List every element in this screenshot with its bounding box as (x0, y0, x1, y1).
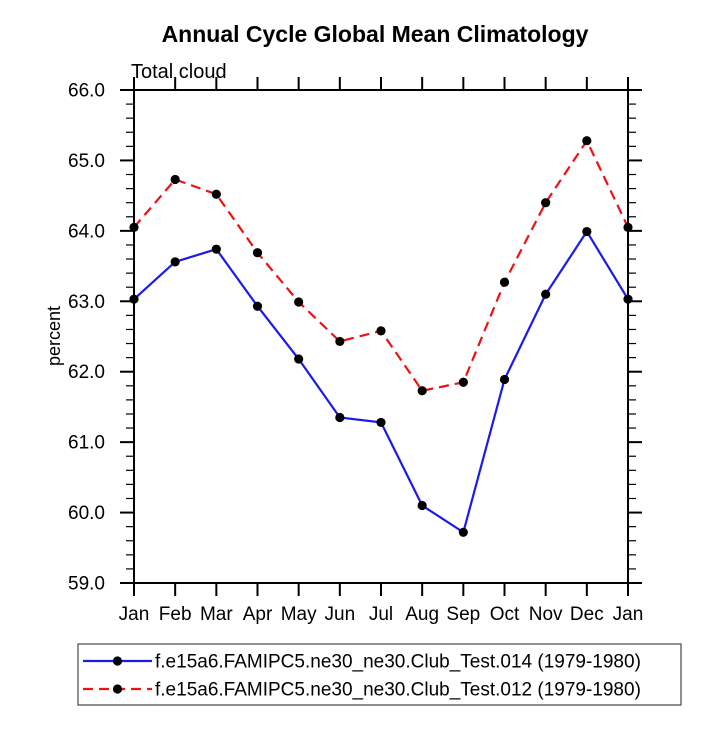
x-tick-label: Jun (325, 604, 356, 625)
plot-frame (133, 89, 629, 584)
data-point-marker (170, 174, 180, 185)
data-series (129, 136, 633, 537)
x-tick-label: Nov (529, 604, 563, 625)
y-tick-label: 60.0 (68, 503, 105, 524)
data-point-marker (376, 417, 386, 428)
data-point-marker (335, 412, 345, 423)
data-point-marker (211, 244, 221, 254)
data-point-marker (499, 374, 510, 385)
x-axis-ticks-bottom (133, 583, 629, 596)
legend-label: f.e15a6.FAMIPC5.ne30_ne30.Club_Test.014 … (155, 652, 641, 673)
data-point-marker (541, 198, 551, 208)
x-tick-label: Jul (369, 604, 393, 625)
series-line-0 (133, 229, 629, 535)
legend-entry-0: f.e15a6.FAMIPC5.ne30_ne30.Club_Test.014 … (83, 652, 641, 673)
x-tick-label: Mar (200, 604, 233, 625)
y-tick-label: 65.0 (68, 151, 105, 172)
y-axis-title: percent (44, 306, 64, 366)
y-tick-label: 59.0 (68, 574, 105, 595)
legend: f.e15a6.FAMIPC5.ne30_ne30.Club_Test.014 … (77, 643, 682, 706)
legend-box (77, 643, 682, 706)
data-point-marker (582, 226, 592, 237)
x-tick-label: Dec (570, 604, 604, 625)
data-point-marker (211, 189, 221, 199)
y-tick-label: 63.0 (68, 292, 105, 313)
chart-title: Annual Cycle Global Mean Climatology (162, 21, 589, 47)
legend-marker (112, 684, 123, 694)
data-point-marker (499, 277, 510, 287)
data-point-marker (458, 377, 468, 387)
data-point-marker (252, 248, 263, 258)
data-point-marker (129, 294, 139, 304)
data-point-marker (129, 222, 139, 232)
x-tick-label: Jan (613, 604, 644, 625)
x-axis-ticks-top (133, 77, 629, 90)
chart-subtitle: Total cloud (131, 61, 227, 83)
x-tick-label: Feb (159, 604, 192, 625)
legend-marker (112, 656, 123, 666)
x-tick-label: Apr (243, 604, 273, 625)
y-tick-labels: 59.0 60.0 61.0 62.0 63.0 64.0 65.0 66.0 (68, 81, 105, 595)
series-0 (129, 226, 633, 537)
data-point-marker (458, 527, 468, 537)
y-tick-label: 62.0 (68, 362, 105, 383)
data-point-marker (294, 354, 304, 364)
data-point-marker (376, 326, 386, 336)
y-axis-ticks-right (628, 89, 642, 584)
data-point-marker (294, 297, 304, 307)
data-point-marker (623, 222, 633, 232)
y-axis-ticks-left (120, 89, 134, 584)
x-tick-label: May (281, 604, 317, 625)
x-tick-label: Aug (405, 604, 439, 625)
x-tick-label: Sep (446, 604, 480, 625)
legend-label: f.e15a6.FAMIPC5.ne30_ne30.Club_Test.012 … (155, 680, 641, 701)
data-point-marker (252, 301, 263, 311)
data-point-marker (623, 294, 633, 304)
x-tick-labels: Jan Feb Mar Apr May Jun Jul Aug Sep Oct Nov Dec Jan (119, 604, 644, 625)
y-tick-label: 61.0 (68, 433, 105, 454)
data-point-marker (170, 257, 180, 267)
data-point-marker (417, 500, 427, 511)
data-point-marker (541, 289, 551, 299)
legend-entry-1: f.e15a6.FAMIPC5.ne30_ne30.Club_Test.012 … (83, 680, 641, 701)
series-line-1 (133, 138, 629, 392)
data-point-marker (582, 136, 592, 146)
y-tick-label: 66.0 (68, 81, 105, 102)
x-tick-label: Oct (490, 604, 520, 625)
x-tick-label: Jan (119, 604, 150, 625)
series-1 (129, 136, 633, 396)
data-point-marker (417, 386, 427, 396)
data-point-marker (335, 336, 345, 347)
y-tick-label: 64.0 (68, 221, 105, 242)
